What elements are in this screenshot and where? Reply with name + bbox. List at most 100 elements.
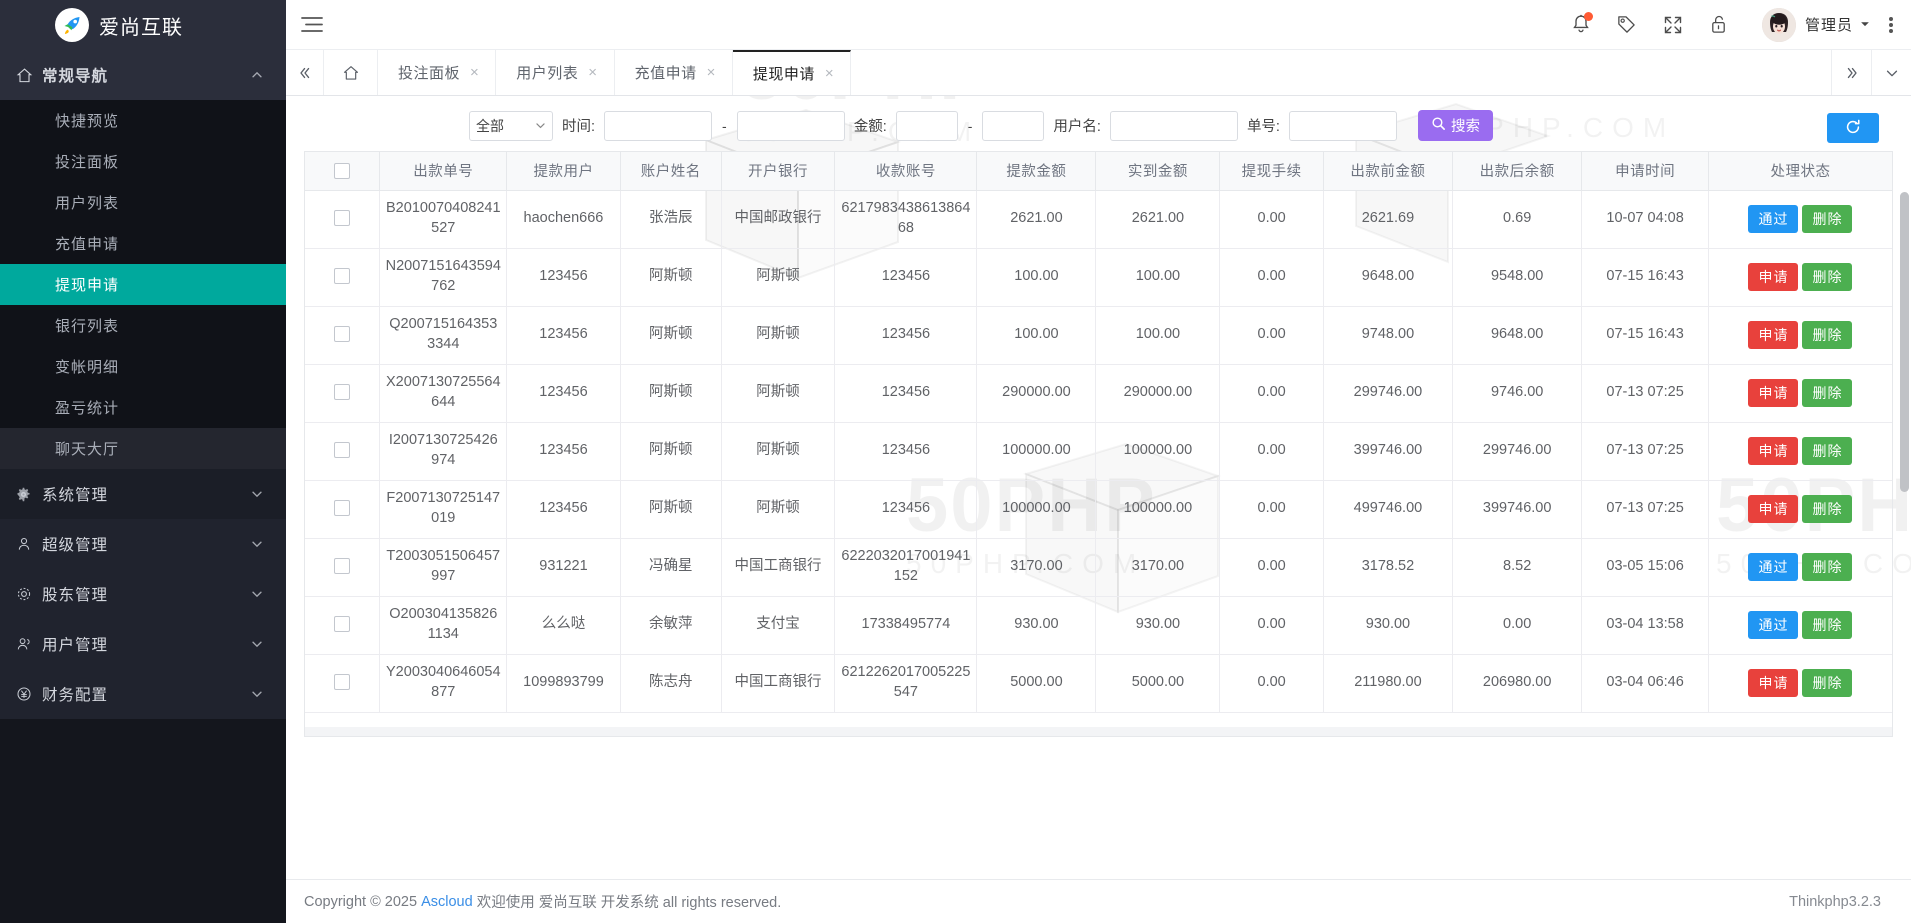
- row-checkbox-cell[interactable]: [305, 364, 381, 423]
- sidebar-group-super-admin[interactable]: 超级管理: [0, 519, 286, 569]
- table-scroll-container[interactable]: 出款单号 提款用户 账户姓名 开户银行 收款账号 提款金额 实到金额 提现手续 …: [304, 151, 1893, 727]
- row-checkbox-cell[interactable]: [305, 422, 381, 481]
- cell-received: 5000.00: [1095, 654, 1221, 713]
- approve-button[interactable]: 通过: [1748, 204, 1799, 234]
- sidebar-item-chongzhishenqing[interactable]: 充值申请: [0, 223, 286, 264]
- sidebar-item-tixianshenqing[interactable]: 提现申请: [0, 264, 286, 305]
- avatar[interactable]: [1761, 7, 1796, 42]
- approve-button[interactable]: 通过: [1748, 610, 1799, 640]
- hamburger-icon[interactable]: [286, 16, 338, 33]
- sidebar-group-general-nav[interactable]: 常规导航: [0, 50, 286, 100]
- sidebar-item-touzhumianban[interactable]: 投注面板: [0, 141, 286, 182]
- close-icon[interactable]: ×: [706, 64, 716, 81]
- search-button[interactable]: 搜索: [1417, 110, 1493, 141]
- tab-chongzhishenqing[interactable]: 充值申请 ×: [615, 50, 733, 95]
- vertical-scrollbar-thumb[interactable]: [1900, 192, 1909, 492]
- amount-max-input[interactable]: [982, 110, 1045, 141]
- delete-button[interactable]: 删除: [1802, 204, 1853, 234]
- apply-button[interactable]: 申请: [1748, 262, 1799, 292]
- sidebar-group-shareholder[interactable]: 股东管理: [0, 569, 286, 619]
- row-checkbox[interactable]: [334, 558, 351, 575]
- tab-dropdown-icon[interactable]: [1871, 50, 1911, 95]
- status-select[interactable]: 全部: [469, 110, 553, 141]
- time-end-input[interactable]: [736, 110, 845, 141]
- sidebar-item-yingkuitongji[interactable]: 盈亏统计: [0, 387, 286, 428]
- vertical-scrollbar[interactable]: [1900, 192, 1909, 879]
- delete-button[interactable]: 删除: [1802, 494, 1853, 524]
- lock-icon[interactable]: [1696, 0, 1742, 50]
- order-no-input[interactable]: [1288, 110, 1397, 141]
- close-icon[interactable]: ×: [470, 64, 480, 81]
- row-checkbox[interactable]: [334, 674, 351, 691]
- delete-button[interactable]: 删除: [1802, 552, 1853, 582]
- delete-button[interactable]: 删除: [1802, 610, 1853, 640]
- more-vertical-icon[interactable]: [1871, 15, 1911, 35]
- apply-button[interactable]: 申请: [1748, 436, 1799, 466]
- row-checkbox-cell[interactable]: [305, 190, 381, 249]
- refresh-button[interactable]: [1827, 113, 1879, 143]
- tab-scroll-right-icon[interactable]: [1831, 50, 1871, 95]
- amount-min-input[interactable]: [895, 110, 958, 141]
- tag-icon[interactable]: [1604, 0, 1650, 50]
- apply-button[interactable]: 申请: [1748, 668, 1799, 698]
- row-checkbox[interactable]: [334, 500, 351, 517]
- sidebar-group-system[interactable]: 系统管理: [0, 469, 286, 519]
- sidebar-item-yinhangliebiao[interactable]: 银行列表: [0, 305, 286, 346]
- fullscreen-icon[interactable]: [1650, 0, 1696, 50]
- cell-time: 10-07 04:08: [1581, 190, 1709, 249]
- row-checkbox-cell[interactable]: [305, 306, 381, 365]
- cell-order-no: N2007151643594762: [379, 248, 508, 307]
- chevron-down-icon: [250, 637, 264, 651]
- amount-range-dash: -: [967, 117, 973, 134]
- footer-copyright-suffix: 欢迎使用 爱尚互联 开发系统 all rights reserved.: [476, 895, 782, 911]
- row-checkbox[interactable]: [334, 326, 351, 343]
- horizontal-scrollbar[interactable]: [304, 727, 1893, 737]
- delete-button[interactable]: 删除: [1802, 668, 1853, 698]
- close-icon[interactable]: ×: [824, 65, 835, 82]
- time-start-input[interactable]: [604, 110, 713, 141]
- username-input[interactable]: [1109, 110, 1238, 141]
- apply-button[interactable]: 申请: [1748, 494, 1799, 524]
- delete-button[interactable]: 删除: [1802, 320, 1853, 350]
- row-checkbox-cell[interactable]: [305, 654, 381, 713]
- row-checkbox[interactable]: [334, 616, 351, 633]
- sidebar-item-bianzhangmingxi[interactable]: 变帐明细: [0, 346, 286, 387]
- row-checkbox[interactable]: [334, 442, 351, 459]
- tab-scroll-left-icon[interactable]: [286, 50, 324, 95]
- sidebar-group-label: 股东管理: [42, 587, 109, 604]
- cell-bank: 中国工商银行: [721, 654, 836, 713]
- row-checkbox[interactable]: [334, 210, 351, 227]
- delete-button[interactable]: 删除: [1802, 262, 1853, 292]
- col-order-no: 出款单号: [379, 152, 508, 191]
- tab-tixianshenqing[interactable]: 提现申请 ×: [732, 50, 852, 95]
- apply-button[interactable]: 申请: [1748, 320, 1799, 350]
- delete-button[interactable]: 删除: [1802, 378, 1853, 408]
- row-checkbox[interactable]: [334, 268, 351, 285]
- time-label: 时间:: [562, 119, 596, 135]
- sidebar-item-yonghuliebiao[interactable]: 用户列表: [0, 182, 286, 223]
- footer-link-ascloud[interactable]: Ascloud: [421, 893, 473, 910]
- row-checkbox-cell[interactable]: [305, 480, 381, 539]
- sidebar-group-user-mgmt[interactable]: 用户管理: [0, 619, 286, 669]
- tab-touzhumianban[interactable]: 投注面板 ×: [378, 50, 497, 95]
- row-checkbox-cell[interactable]: [305, 538, 381, 597]
- cell-after: 0.00: [1452, 596, 1583, 655]
- row-checkbox-cell[interactable]: [305, 248, 381, 307]
- row-checkbox[interactable]: [334, 384, 351, 401]
- delete-button[interactable]: 删除: [1802, 436, 1853, 466]
- bell-icon[interactable]: [1558, 0, 1604, 50]
- sidebar-group-finance[interactable]: 财务配置: [0, 669, 286, 719]
- brand-logo-bar[interactable]: 爱尚互联: [0, 0, 286, 50]
- chevron-down-icon[interactable]: [1859, 17, 1871, 33]
- sidebar-item-liaotiandating[interactable]: 聊天大厅: [0, 428, 286, 469]
- cell-amount: 930.00: [976, 596, 1097, 655]
- sidebar-item-kuaijieyulan[interactable]: 快捷预览: [0, 100, 286, 141]
- approve-button[interactable]: 通过: [1748, 552, 1799, 582]
- cell-account-name: 张浩辰: [620, 190, 722, 249]
- row-checkbox-cell[interactable]: [305, 596, 381, 655]
- tab-yonghuliebiao[interactable]: 用户列表 ×: [496, 50, 615, 95]
- select-all-checkbox[interactable]: [334, 162, 351, 179]
- close-icon[interactable]: ×: [588, 64, 598, 81]
- apply-button[interactable]: 申请: [1748, 378, 1799, 408]
- tab-home-icon[interactable]: [324, 50, 378, 95]
